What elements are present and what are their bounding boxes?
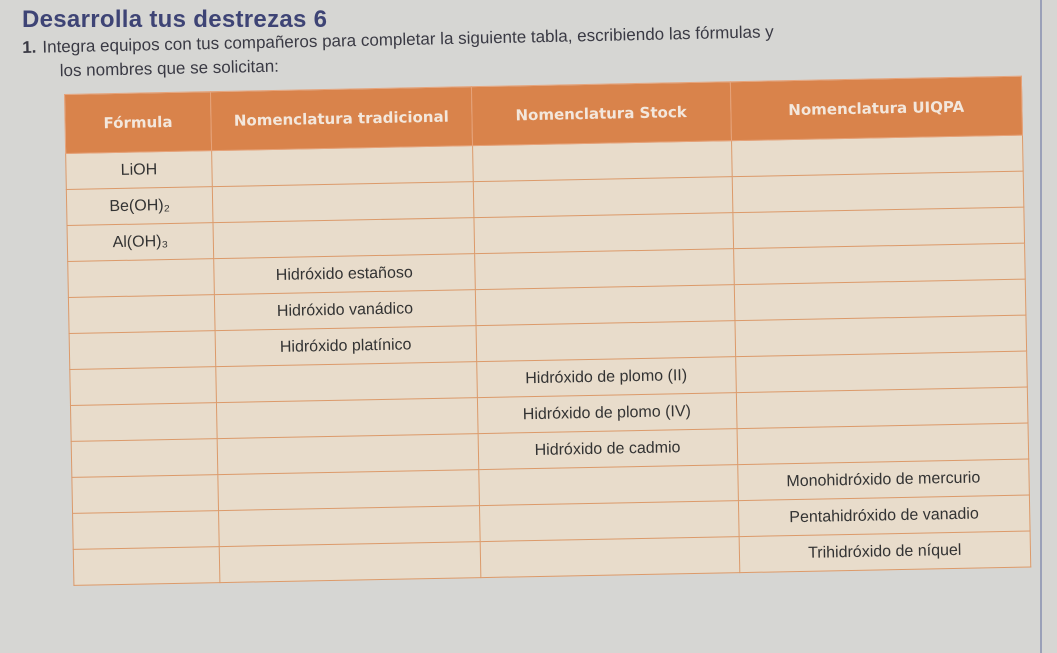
cell-iupac[interactable] <box>736 423 1029 465</box>
cell-stock: Hidróxido de plomo (II) <box>476 356 736 398</box>
page-margin-line <box>1040 0 1042 653</box>
cell-stock: Hidróxido de cadmio <box>477 428 738 470</box>
cell-stock[interactable] <box>473 212 734 254</box>
cell-traditional: Hidróxido estañoso <box>213 253 476 295</box>
cell-traditional[interactable] <box>215 361 478 403</box>
cell-formula[interactable] <box>69 330 216 370</box>
nomenclature-table: Fórmula Nomenclatura tradicional Nomencl… <box>64 76 1031 586</box>
cell-formula[interactable] <box>70 402 218 442</box>
cell-stock[interactable] <box>472 176 733 218</box>
section-title: Desarrolla tus destrezas 6 <box>22 6 328 33</box>
cell-stock[interactable] <box>478 464 739 506</box>
header-traditional: Nomenclatura tradicional <box>210 86 473 151</box>
cell-iupac[interactable] <box>731 135 1024 177</box>
cell-iupac[interactable] <box>735 387 1028 429</box>
cell-traditional[interactable] <box>219 541 481 583</box>
cell-formula[interactable] <box>71 438 218 478</box>
cell-traditional[interactable] <box>211 145 473 187</box>
table-body: LiOH Be(OH)₂ Al(OH)₃ Hidróxido estañoso Hidr… <box>65 135 1031 586</box>
cell-stock[interactable] <box>475 284 735 326</box>
cell-formula[interactable] <box>68 294 215 334</box>
cell-traditional[interactable] <box>217 469 480 511</box>
cell-stock: Hidróxido de plomo (IV) <box>477 392 737 434</box>
cell-formula[interactable] <box>71 474 219 514</box>
cell-traditional[interactable] <box>218 505 480 547</box>
cell-iupac[interactable] <box>735 351 1028 393</box>
header-stock: Nomenclatura Stock <box>471 81 732 146</box>
cell-stock[interactable] <box>472 140 732 182</box>
cell-iupac[interactable] <box>731 171 1024 213</box>
cell-formula: Al(OH)₃ <box>67 222 214 262</box>
cell-formula[interactable] <box>73 546 220 586</box>
cell-stock[interactable] <box>475 320 736 362</box>
cell-traditional[interactable] <box>216 397 478 439</box>
cell-stock[interactable] <box>474 248 734 290</box>
cell-formula[interactable] <box>67 258 215 298</box>
instruction-number: 1. <box>22 37 37 57</box>
cell-formula[interactable] <box>69 366 217 406</box>
cell-traditional[interactable] <box>212 181 474 223</box>
cell-traditional[interactable] <box>212 217 475 259</box>
cell-traditional: Hidróxido vanádico <box>214 289 476 331</box>
cell-stock[interactable] <box>479 536 740 578</box>
cell-iupac: Monohidróxido de mercurio <box>737 459 1030 501</box>
cell-iupac[interactable] <box>733 279 1026 321</box>
header-formula: Fórmula <box>64 91 212 154</box>
header-iupac: Nomenclatura UIQPA <box>729 76 1023 141</box>
cell-stock[interactable] <box>479 500 739 542</box>
cell-formula: Be(OH)₂ <box>66 186 213 226</box>
cell-iupac[interactable] <box>734 315 1027 357</box>
cell-traditional[interactable] <box>217 433 479 475</box>
cell-iupac[interactable] <box>732 207 1025 249</box>
cell-formula: LiOH <box>65 150 213 190</box>
cell-iupac: Trihidróxido de níquel <box>738 531 1031 573</box>
cell-iupac: Pentahidróxido de vanadio <box>738 495 1031 537</box>
cell-formula[interactable] <box>72 510 220 550</box>
cell-iupac[interactable] <box>733 243 1026 285</box>
cell-traditional: Hidróxido platínico <box>214 325 477 367</box>
